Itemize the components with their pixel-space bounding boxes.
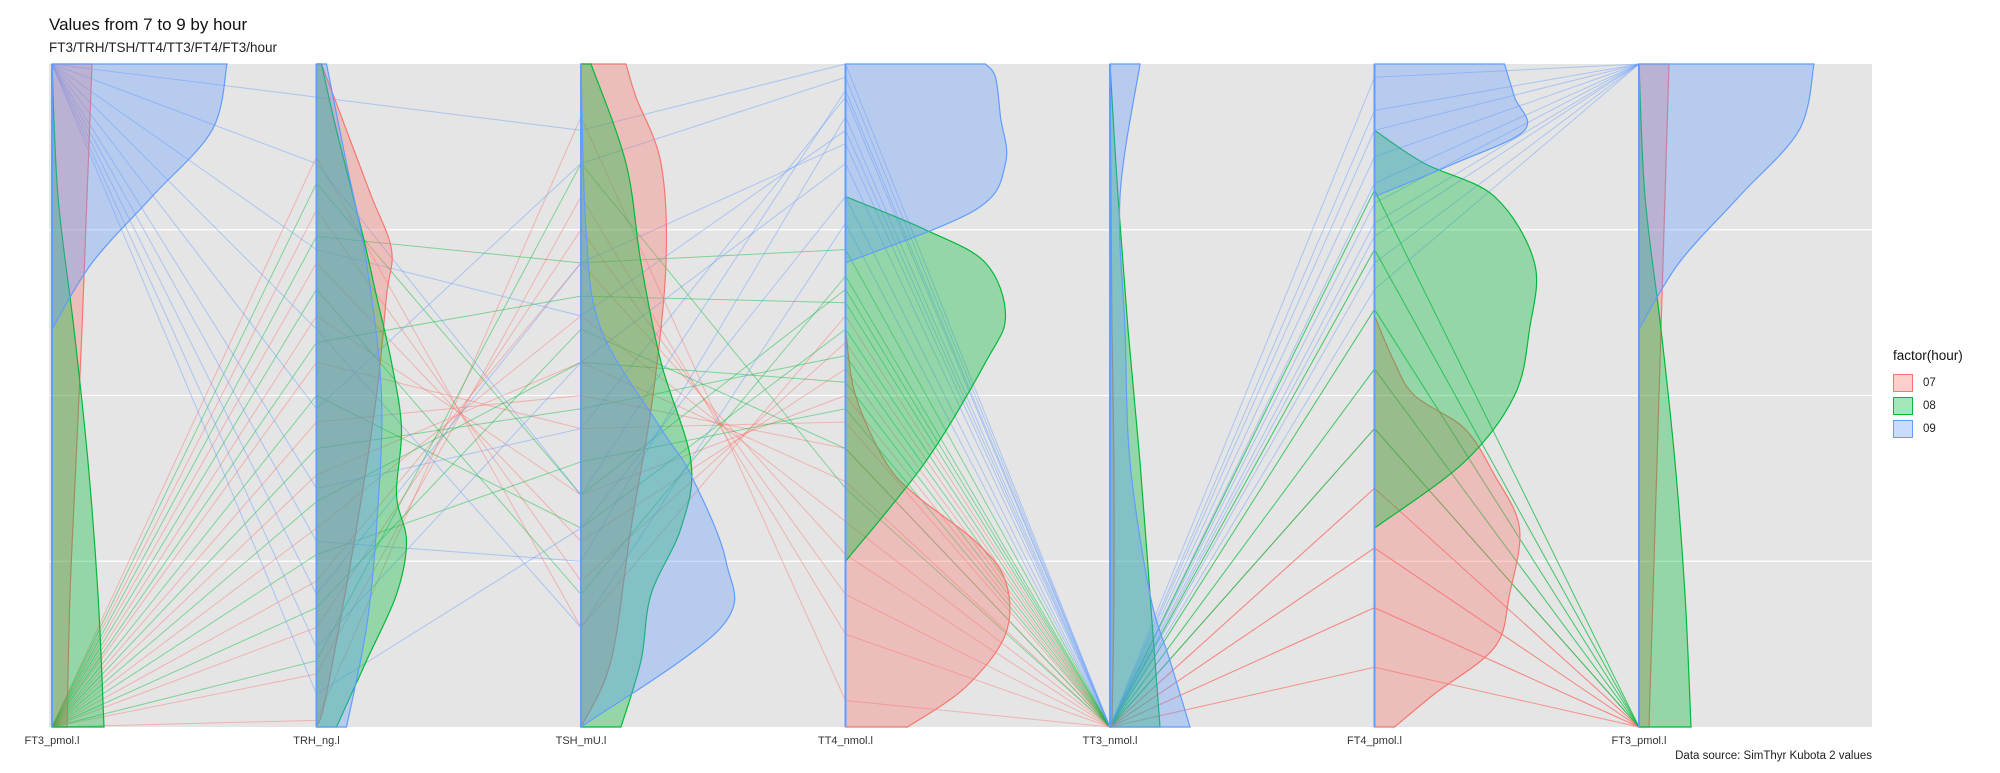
density-09-axis-5 — [1373, 63, 1529, 198]
density-09-axis-4 — [1109, 63, 1191, 728]
axis-label-6: FT3_pmol.l — [1611, 735, 1666, 747]
density-08-axis-0 — [51, 63, 105, 728]
density-08-axis-4 — [1109, 63, 1161, 728]
density-09-axis-3 — [844, 63, 1008, 264]
legend-item-07: 07 — [1893, 371, 1963, 394]
chart-title: Values from 7 to 9 by hour — [49, 15, 248, 34]
density-09-axis-2 — [580, 63, 736, 729]
density-09-axis-0 — [51, 63, 228, 332]
density-07-axis-3 — [844, 329, 1011, 728]
legend-label-08: 08 — [1923, 399, 1936, 412]
density-08-axis-5 — [1373, 129, 1538, 530]
density-07-axis-5 — [1373, 315, 1521, 728]
legend-item-08: 08 — [1893, 394, 1963, 417]
data-source-caption: Data source: SimThyr Kubota 2 values — [1675, 750, 1872, 762]
density-07-axis-6 — [1638, 63, 1670, 728]
axis-label-5: FT4_pmol.l — [1347, 735, 1402, 747]
chart-subtitle: FT3/TRH/TSH/TT4/TT3/FT4/FT3/hour — [49, 40, 278, 55]
legend-key-07 — [1893, 373, 1913, 392]
legend-item-09: 09 — [1893, 417, 1963, 440]
legend: factor(hour) 07 08 09 — [1893, 348, 1963, 440]
axis-label-4: TT3_nmol.l — [1082, 735, 1137, 747]
grid-lines — [49, 229, 1872, 562]
legend-title: factor(hour) — [1893, 348, 1963, 363]
axis-label-2: TSH_mU.l — [556, 735, 607, 747]
axis-label-0: FT3_pmol.l — [24, 735, 79, 747]
legend-label-09: 09 — [1923, 422, 1936, 435]
density-08-axis-2 — [580, 63, 693, 728]
density-08-axis-3 — [844, 195, 1007, 564]
density-08-axis-1 — [315, 63, 408, 728]
axis-layer: FT3_pmol.l TRH_ng.l TSH_mU.l TT4_nmol.l TT3_… — [24, 64, 1667, 747]
density-08-axis-6 — [1638, 63, 1692, 728]
density-09-axis-6 — [1638, 63, 1815, 332]
legend-key-08 — [1893, 396, 1913, 415]
density-07-axis-1 — [315, 63, 393, 728]
density-layer — [51, 63, 1815, 729]
legend-label-07: 07 — [1923, 376, 1936, 389]
density-09-axis-1 — [315, 63, 383, 728]
legend-key-09 — [1893, 419, 1913, 438]
axis-label-3: TT4_nmol.l — [818, 735, 873, 747]
axis-label-1: TRH_ng.l — [293, 735, 339, 747]
